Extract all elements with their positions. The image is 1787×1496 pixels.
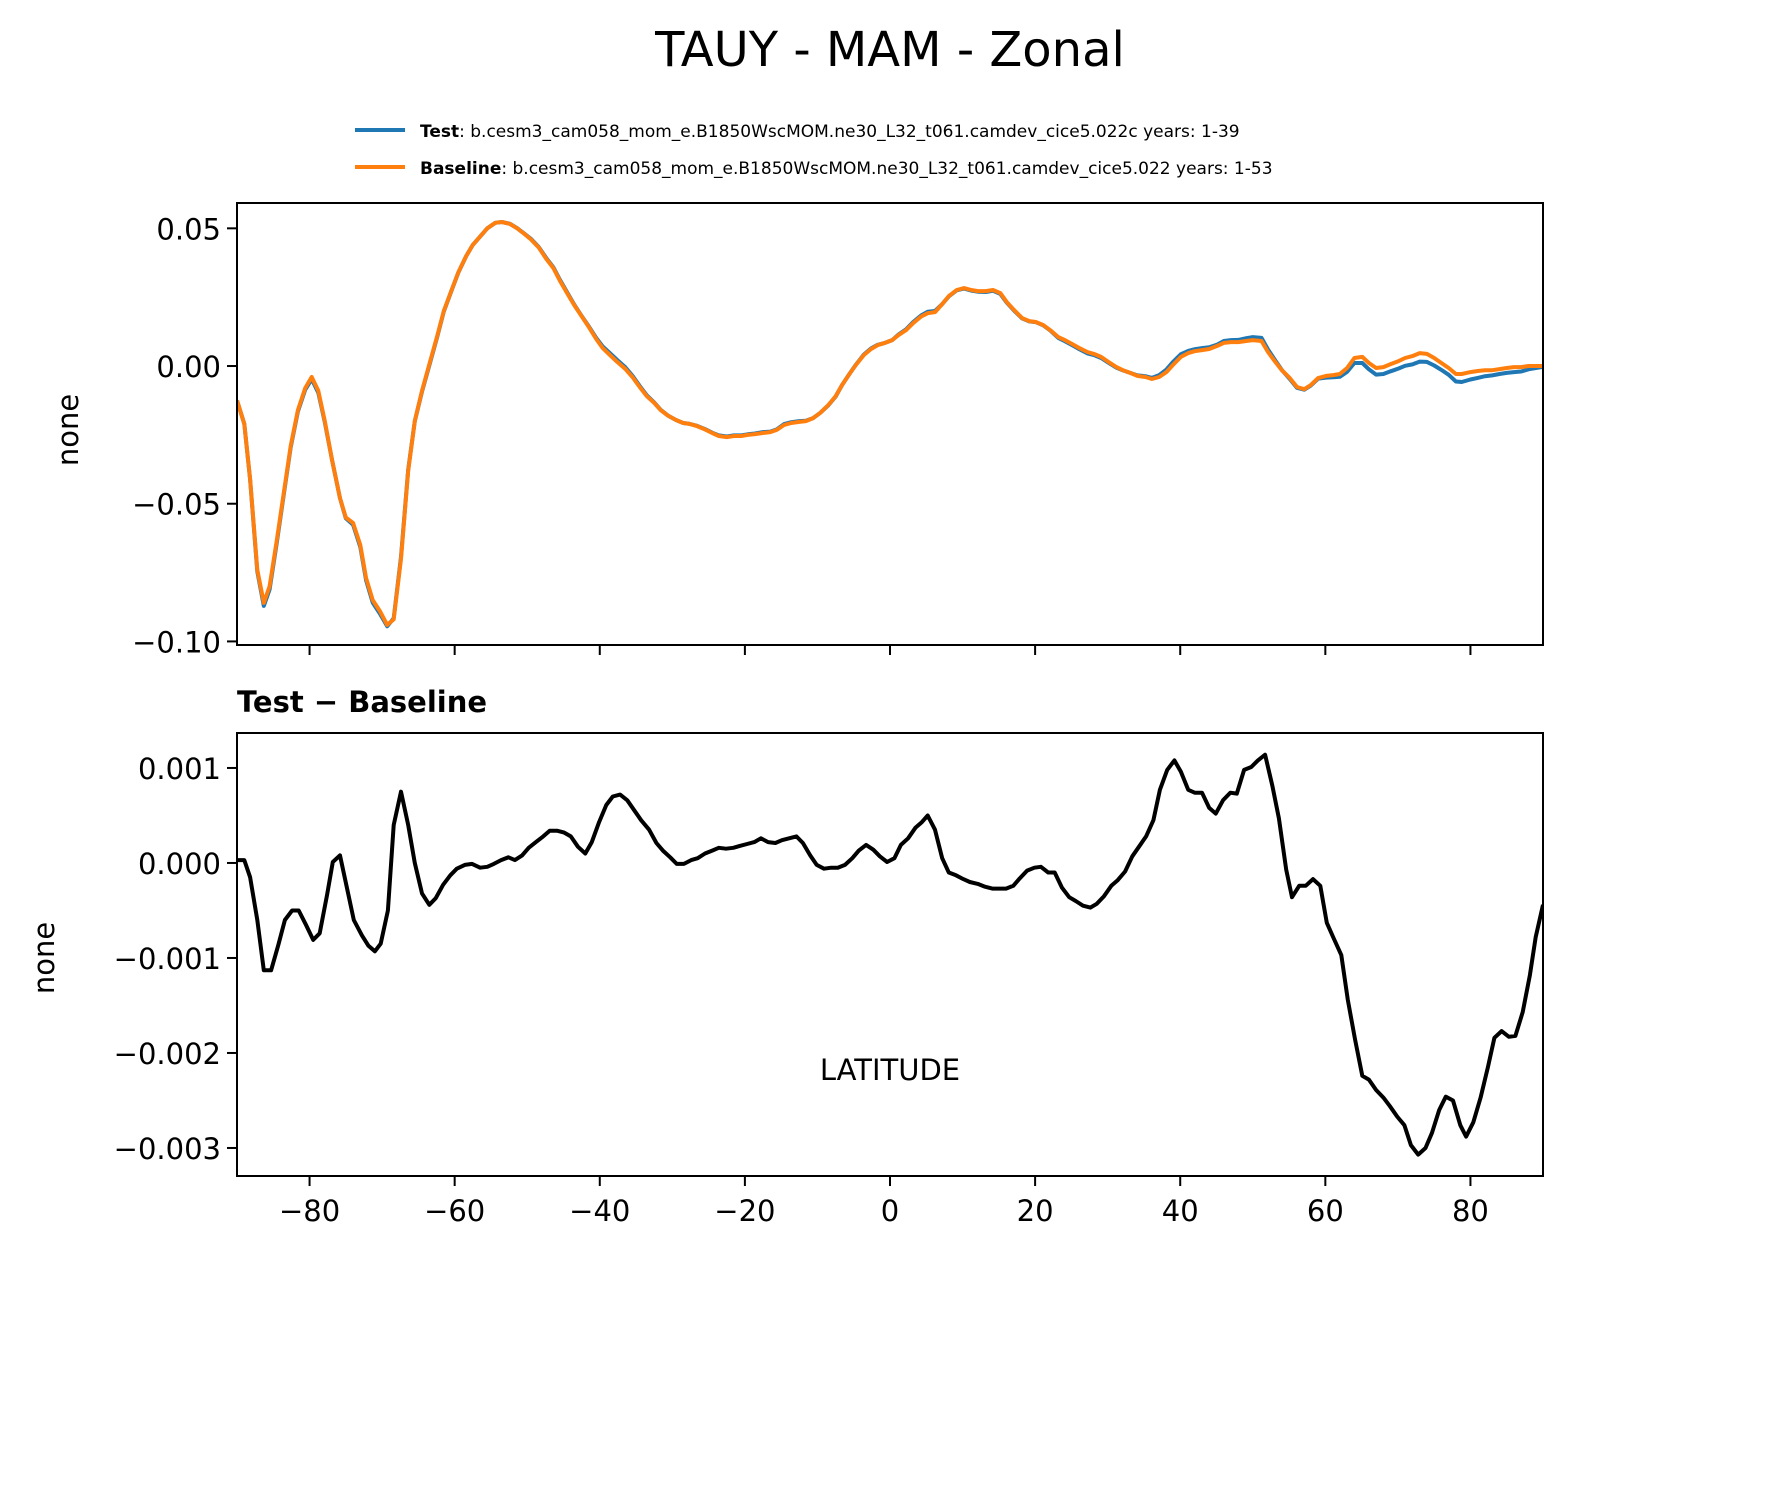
y-tick-label: −0.002 bbox=[114, 1037, 221, 1071]
legend: Test: b.cesm3_cam058_mom_e.B1850WscMOM.n… bbox=[355, 122, 1273, 179]
bottom-axes: −80 −60 −40 −20 0 20 40 60 80 0.001 0.000 −0.001 −0.… bbox=[114, 732, 1544, 1228]
legend-name-test: Test bbox=[420, 122, 459, 142]
legend-name-baseline: Baseline bbox=[420, 159, 501, 179]
y-tick-label: 0.001 bbox=[138, 752, 221, 786]
axes-frame bbox=[236, 732, 1544, 1177]
bottom-ylabel: none bbox=[27, 922, 61, 994]
y-tick-label: 0.00 bbox=[156, 350, 221, 384]
x-tick-label: 40 bbox=[1162, 1194, 1199, 1228]
x-tick-label: 0 bbox=[881, 1194, 899, 1228]
x-tick-label: 20 bbox=[1017, 1194, 1054, 1228]
legend-desc-test: : b.cesm3_cam058_mom_e.B1850WscMOM.ne30_… bbox=[459, 122, 1240, 142]
x-tick-label: −20 bbox=[714, 1194, 775, 1228]
top-ylabel: none bbox=[51, 394, 85, 466]
y-tick-label: −0.10 bbox=[132, 625, 221, 659]
top-axes: 0.05 0.00 −0.05 −0.10 bbox=[132, 202, 1544, 659]
series-line-difference bbox=[237, 752, 1543, 1157]
bottom-title: Test − Baseline bbox=[237, 685, 487, 719]
series-line-test bbox=[237, 220, 1543, 629]
svg-text:Test: b.cesm3_cam058_mom_e.B1: Test: b.cesm3_cam058_mom_e.B1850WscMOM.n… bbox=[420, 122, 1240, 142]
x-tick-label: 80 bbox=[1452, 1194, 1489, 1228]
y-tick-label: −0.003 bbox=[114, 1132, 221, 1166]
x-tick-label: −40 bbox=[569, 1194, 630, 1228]
x-tick-label: 60 bbox=[1307, 1194, 1344, 1228]
x-tick-label: −60 bbox=[424, 1194, 485, 1228]
xlabel: LATITUDE bbox=[820, 1053, 960, 1087]
axes-frame bbox=[236, 202, 1544, 646]
series-line-baseline bbox=[237, 220, 1543, 627]
y-tick-label: −0.05 bbox=[132, 488, 221, 522]
legend-desc-baseline: : b.cesm3_cam058_mom_e.B1850WscMOM.ne30_… bbox=[501, 159, 1272, 179]
svg-text:Baseline: b.cesm3_cam058_mom_: Baseline: b.cesm3_cam058_mom_e.B1850WscM… bbox=[420, 159, 1273, 179]
y-tick-label: −0.001 bbox=[114, 942, 221, 976]
figure-title: TAUY - MAM - Zonal bbox=[654, 22, 1125, 78]
y-tick-label: 0.000 bbox=[138, 847, 221, 881]
y-tick-label: 0.05 bbox=[156, 212, 221, 246]
x-tick-label: −80 bbox=[279, 1194, 340, 1228]
